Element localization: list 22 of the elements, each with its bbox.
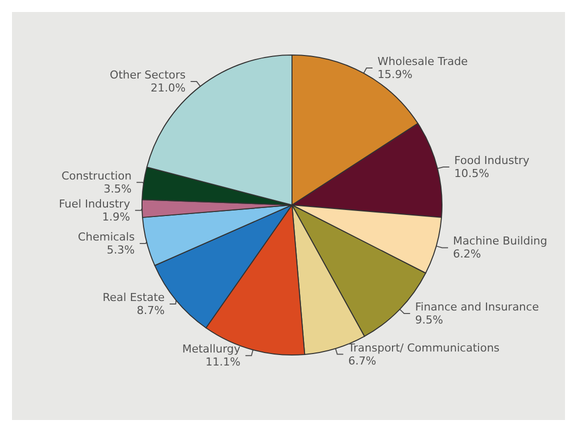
data-label: 9.5% (415, 313, 444, 326)
data-label: 3.5% (104, 182, 132, 196)
slice-label: Fuel Industry (58, 197, 131, 210)
slice-label: Construction (62, 169, 132, 182)
data-label: 6.7% (348, 354, 376, 368)
data-label: 6.2% (453, 248, 481, 261)
data-label: 11.1% (205, 356, 240, 369)
data-label: 5.3% (106, 243, 135, 256)
data-label: 8.7% (136, 304, 165, 317)
slice-label: Finance and Insurance (415, 300, 540, 314)
slice-label: Food Industry (454, 154, 530, 168)
data-label: 10.5% (454, 167, 490, 180)
data-label: 21.0% (150, 82, 186, 95)
data-label: 15.9% (378, 68, 412, 81)
slice-label: Metallurgy (182, 342, 241, 356)
slice-label: Real Estate (102, 291, 165, 304)
slice-label: Chemicals (78, 230, 135, 244)
slice-label: Wholesale Trade (378, 54, 468, 68)
data-label: 1.9% (102, 210, 130, 224)
slice-label: Transport/ Communications (347, 341, 500, 354)
slice-label: Machine Building (453, 234, 548, 248)
slice-label: Other Sectors (110, 68, 186, 82)
